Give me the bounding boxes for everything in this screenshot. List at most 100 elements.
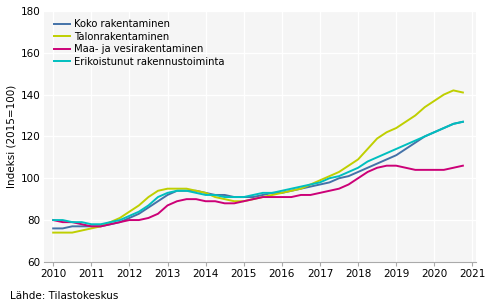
- Erikoistunut rakennustoiminta: [145, 204, 151, 207]
- Koko rakentaminen: [60, 226, 66, 230]
- Koko rakentaminen: [50, 226, 56, 230]
- Maa- ja vesirakentaminen: [107, 223, 113, 226]
- Erikoistunut rakennustoiminta: [346, 170, 352, 174]
- Maa- ja vesirakentaminen: [260, 195, 266, 199]
- Text: Lähde: Tilastokeskus: Lähde: Tilastokeskus: [10, 291, 118, 301]
- Talonrakentaminen: [79, 229, 85, 232]
- Erikoistunut rakennustoiminta: [50, 218, 56, 222]
- Talonrakentaminen: [117, 216, 123, 220]
- Erikoistunut rakennustoiminta: [231, 195, 237, 199]
- Talonrakentaminen: [326, 174, 332, 178]
- Maa- ja vesirakentaminen: [336, 187, 342, 191]
- Maa- ja vesirakentaminen: [183, 197, 189, 201]
- Koko rakentaminen: [317, 183, 323, 186]
- Talonrakentaminen: [174, 187, 180, 191]
- Erikoistunut rakennustoiminta: [222, 195, 228, 199]
- Koko rakentaminen: [79, 224, 85, 228]
- Koko rakentaminen: [346, 174, 352, 178]
- Erikoistunut rakennustoiminta: [326, 176, 332, 180]
- Koko rakentaminen: [403, 147, 409, 151]
- Talonrakentaminen: [69, 231, 75, 234]
- Maa- ja vesirakentaminen: [288, 195, 294, 199]
- Erikoistunut rakennustoiminta: [365, 160, 371, 163]
- Koko rakentaminen: [88, 224, 94, 228]
- Koko rakentaminen: [431, 130, 437, 134]
- Maa- ja vesirakentaminen: [403, 166, 409, 170]
- Maa- ja vesirakentaminen: [346, 183, 352, 186]
- Koko rakentaminen: [298, 187, 304, 191]
- Erikoistunut rakennustoiminta: [155, 195, 161, 199]
- Line: Talonrakentaminen: Talonrakentaminen: [53, 90, 463, 233]
- Koko rakentaminen: [269, 191, 275, 195]
- Talonrakentaminen: [298, 187, 304, 191]
- Koko rakentaminen: [193, 189, 199, 193]
- Talonrakentaminen: [384, 130, 389, 134]
- Koko rakentaminen: [460, 120, 466, 124]
- Talonrakentaminen: [441, 93, 447, 96]
- Maa- ja vesirakentaminen: [250, 197, 256, 201]
- Maa- ja vesirakentaminen: [231, 202, 237, 205]
- Talonrakentaminen: [288, 189, 294, 193]
- Erikoistunut rakennustoiminta: [60, 218, 66, 222]
- Maa- ja vesirakentaminen: [298, 193, 304, 197]
- Maa- ja vesirakentaminen: [431, 168, 437, 172]
- Talonrakentaminen: [183, 187, 189, 191]
- Talonrakentaminen: [365, 147, 371, 151]
- Koko rakentaminen: [212, 193, 218, 197]
- Erikoistunut rakennustoiminta: [355, 166, 361, 170]
- Koko rakentaminen: [308, 185, 314, 188]
- Erikoistunut rakennustoiminta: [193, 191, 199, 195]
- Koko rakentaminen: [288, 189, 294, 193]
- Talonrakentaminen: [145, 195, 151, 199]
- Maa- ja vesirakentaminen: [317, 191, 323, 195]
- Koko rakentaminen: [126, 216, 132, 220]
- Koko rakentaminen: [451, 122, 457, 126]
- Erikoistunut rakennustoiminta: [374, 155, 380, 159]
- Talonrakentaminen: [136, 204, 142, 207]
- Erikoistunut rakennustoiminta: [451, 122, 457, 126]
- Koko rakentaminen: [222, 193, 228, 197]
- Maa- ja vesirakentaminen: [50, 218, 56, 222]
- Koko rakentaminen: [174, 189, 180, 193]
- Maa- ja vesirakentaminen: [241, 199, 246, 203]
- Talonrakentaminen: [222, 197, 228, 201]
- Koko rakentaminen: [336, 176, 342, 180]
- Erikoistunut rakennustoiminta: [69, 220, 75, 224]
- Maa- ja vesirakentaminen: [136, 218, 142, 222]
- Maa- ja vesirakentaminen: [222, 202, 228, 205]
- Line: Maa- ja vesirakentaminen: Maa- ja vesirakentaminen: [53, 166, 463, 226]
- Talonrakentaminen: [336, 170, 342, 174]
- Erikoistunut rakennustoiminta: [336, 174, 342, 178]
- Erikoistunut rakennustoiminta: [250, 193, 256, 197]
- Koko rakentaminen: [260, 193, 266, 197]
- Talonrakentaminen: [346, 164, 352, 168]
- Erikoistunut rakennustoiminta: [79, 220, 85, 224]
- Koko rakentaminen: [231, 195, 237, 199]
- Maa- ja vesirakentaminen: [60, 220, 66, 224]
- Koko rakentaminen: [374, 162, 380, 165]
- Talonrakentaminen: [412, 114, 418, 117]
- Erikoistunut rakennustoiminta: [317, 181, 323, 184]
- Maa- ja vesirakentaminen: [269, 195, 275, 199]
- Maa- ja vesirakentaminen: [441, 168, 447, 172]
- Erikoistunut rakennustoiminta: [403, 143, 409, 147]
- Koko rakentaminen: [69, 224, 75, 228]
- Talonrakentaminen: [374, 137, 380, 140]
- Erikoistunut rakennustoiminta: [126, 214, 132, 218]
- Erikoistunut rakennustoiminta: [117, 218, 123, 222]
- Erikoistunut rakennustoiminta: [393, 147, 399, 151]
- Legend: Koko rakentaminen, Talonrakentaminen, Maa- ja vesirakentaminen, Erikoistunut rak: Koko rakentaminen, Talonrakentaminen, Ma…: [53, 19, 225, 68]
- Maa- ja vesirakentaminen: [155, 212, 161, 216]
- Koko rakentaminen: [241, 195, 246, 199]
- Maa- ja vesirakentaminen: [412, 168, 418, 172]
- Maa- ja vesirakentaminen: [117, 220, 123, 224]
- Erikoistunut rakennustoiminta: [136, 210, 142, 213]
- Erikoistunut rakennustoiminta: [269, 191, 275, 195]
- Talonrakentaminen: [126, 210, 132, 213]
- Talonrakentaminen: [269, 193, 275, 197]
- Erikoistunut rakennustoiminta: [98, 223, 104, 226]
- Erikoistunut rakennustoiminta: [174, 189, 180, 193]
- Koko rakentaminen: [107, 223, 113, 226]
- Maa- ja vesirakentaminen: [326, 189, 332, 193]
- Line: Erikoistunut rakennustoiminta: Erikoistunut rakennustoiminta: [53, 122, 463, 224]
